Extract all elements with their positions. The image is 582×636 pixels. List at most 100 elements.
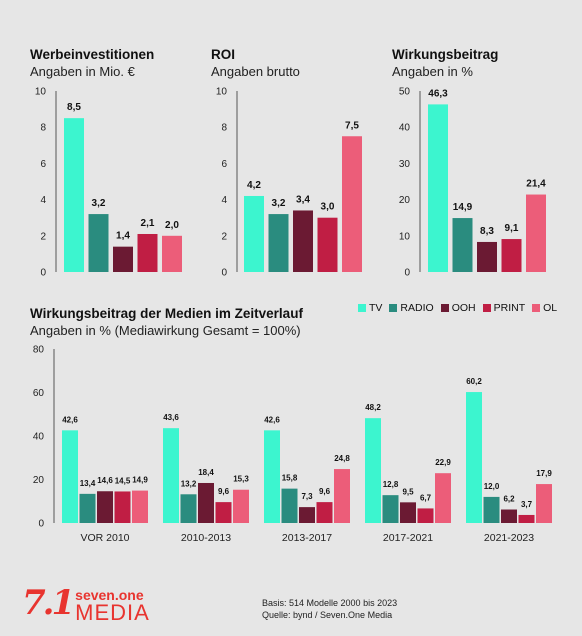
data-label-radio: 3,2 bbox=[92, 198, 106, 209]
data-label-ol-2021-2023: 17,9 bbox=[536, 469, 552, 478]
y-tick-label: 20 bbox=[399, 195, 411, 206]
y-tick-label: 4 bbox=[221, 195, 227, 206]
bar-radio-vor-2010 bbox=[79, 493, 96, 523]
y-tick-label: 10 bbox=[216, 87, 228, 98]
bar-ol bbox=[526, 194, 546, 272]
data-label-print-2017-2021: 6,7 bbox=[420, 493, 432, 502]
bar-radio-2021-2023 bbox=[483, 496, 500, 523]
data-label-radio-vor-2010: 13,4 bbox=[80, 479, 96, 488]
bar-print-vor-2010 bbox=[114, 491, 131, 523]
y-tick-label: 40 bbox=[33, 432, 45, 443]
legend-item-ooh: OOH bbox=[440, 302, 476, 314]
y-tick-label: 10 bbox=[35, 87, 47, 98]
y-tick-label: 0 bbox=[40, 268, 46, 279]
legend-item-tv: TV bbox=[358, 302, 382, 314]
data-label-radio-2021-2023: 12,0 bbox=[484, 482, 500, 491]
chart-zeitverlauf: 0 20 40 60 80 42,6 13,4 14,6 14,5 14,9 VOR 2010 43,… bbox=[33, 345, 552, 545]
bar-tv-2021-2023 bbox=[466, 392, 482, 523]
data-label-tv-2021-2023: 60,2 bbox=[466, 377, 482, 386]
bar-ol-2021-2023 bbox=[536, 484, 552, 523]
data-label-tv-2010-2013: 43,6 bbox=[163, 413, 179, 422]
data-label-ooh-2013-2017: 7,3 bbox=[301, 492, 313, 501]
chart-legend: TV RADIO OOH PRINT OL bbox=[358, 302, 557, 314]
data-label-print: 2,1 bbox=[141, 218, 155, 229]
data-label-tv: 4,2 bbox=[247, 180, 261, 191]
footnote-quelle: Quelle: bynd / Seven.One Media bbox=[262, 610, 393, 620]
y-tick-label: 0 bbox=[404, 268, 410, 279]
chart-title-wirkungsbeitrag: Wirkungsbeitrag bbox=[392, 47, 499, 62]
chart-subtitle-zeitverlauf: Angaben in % (Mediawirkung Gesamt = 100%… bbox=[30, 323, 301, 338]
y-tick-label: 0 bbox=[38, 519, 44, 530]
footnotes: Basis: 514 Modelle 2000 bis 2023 Quelle:… bbox=[262, 597, 397, 621]
x-tick-label-2021-2023: 2021-2023 bbox=[484, 532, 534, 544]
data-label-ol-2017-2021: 22,9 bbox=[435, 458, 451, 467]
legend-label-ol: OL bbox=[543, 302, 558, 314]
bar-ooh-vor-2010 bbox=[97, 491, 113, 523]
bar-ol-vor-2010 bbox=[132, 490, 148, 523]
bar-tv-2010-2013 bbox=[163, 428, 179, 523]
bar-tv bbox=[244, 195, 264, 272]
data-label-radio-2010-2013: 13,2 bbox=[181, 479, 197, 488]
data-label-ol-2010-2013: 15,3 bbox=[233, 475, 249, 484]
legend-label-radio: RADIO bbox=[400, 302, 434, 314]
y-tick-label: 4 bbox=[40, 195, 46, 206]
data-label-ol-2013-2017: 24,8 bbox=[334, 454, 350, 463]
bar-radio-2017-2021 bbox=[382, 495, 399, 523]
bar-ol-2017-2021 bbox=[435, 473, 451, 523]
data-label-ol: 21,4 bbox=[526, 179, 546, 190]
legend-item-print: PRINT bbox=[482, 302, 525, 314]
data-label-ol: 2,0 bbox=[165, 220, 179, 231]
data-label-radio: 3,2 bbox=[272, 198, 286, 209]
bar-print-2013-2017 bbox=[316, 502, 333, 523]
bar-ooh bbox=[477, 241, 497, 272]
data-label-radio: 14,9 bbox=[453, 202, 473, 213]
bar-print-2010-2013 bbox=[215, 502, 232, 523]
data-label-tv: 8,5 bbox=[67, 102, 81, 113]
bar-ooh bbox=[293, 210, 313, 272]
y-tick-label: 50 bbox=[399, 87, 411, 98]
y-tick-label: 6 bbox=[221, 159, 227, 170]
chart-subtitle-wirkungsbeitrag: Angaben in % bbox=[392, 64, 473, 79]
bar-radio bbox=[88, 214, 109, 272]
data-label-ooh: 3,4 bbox=[296, 194, 310, 205]
data-label-ol-vor-2010: 14,9 bbox=[132, 476, 148, 485]
bar-tv bbox=[64, 118, 84, 273]
bar-tv-2013-2017 bbox=[264, 430, 280, 523]
legend-swatch-tv bbox=[358, 304, 366, 312]
chart-subtitle-werbeinvestitionen: Angaben in Mio. € bbox=[30, 64, 135, 79]
data-label-tv-2017-2021: 48,2 bbox=[365, 403, 381, 412]
bar-ooh-2010-2013 bbox=[198, 482, 214, 523]
bar-ol bbox=[342, 136, 362, 272]
data-label-tv-vor-2010: 42,6 bbox=[62, 415, 78, 424]
data-label-radio-2017-2021: 12,8 bbox=[383, 480, 399, 489]
chart-wirkungsbeitrag: 0 10 20 30 40 50 46,3 14,9 8,3 9,1 21,4 bbox=[399, 87, 546, 279]
y-tick-label: 30 bbox=[399, 159, 411, 170]
y-tick-label: 80 bbox=[33, 345, 45, 356]
data-label-ooh-vor-2010: 14,6 bbox=[97, 476, 113, 485]
bar-print-2017-2021 bbox=[417, 508, 434, 523]
legend-swatch-print bbox=[482, 304, 491, 312]
y-tick-label: 6 bbox=[40, 159, 46, 170]
bar-radio bbox=[452, 218, 473, 272]
data-label-ol: 7,5 bbox=[345, 120, 359, 131]
data-label-print: 3,0 bbox=[321, 202, 335, 213]
bar-ol-2013-2017 bbox=[334, 469, 350, 523]
bar-ol-2010-2013 bbox=[233, 489, 249, 523]
logo-text-bottom: MEDIA bbox=[75, 600, 150, 625]
bar-print bbox=[317, 217, 338, 272]
bar-ooh bbox=[113, 246, 133, 272]
bar-print bbox=[501, 239, 522, 272]
y-tick-label: 2 bbox=[221, 231, 227, 242]
legend-item-ol: OL bbox=[532, 302, 557, 314]
x-tick-label-2010-2013: 2010-2013 bbox=[181, 532, 231, 544]
bar-radio bbox=[268, 214, 289, 272]
bar-ooh-2013-2017 bbox=[299, 507, 315, 523]
chart-roi: 0 2 4 6 8 10 4,2 3,2 3,4 3,0 7,5 bbox=[216, 87, 362, 279]
y-tick-label: 8 bbox=[221, 123, 227, 134]
y-tick-label: 8 bbox=[40, 123, 46, 134]
data-label-print: 9,1 bbox=[505, 223, 519, 234]
chart-title-roi: ROI bbox=[211, 47, 236, 62]
bar-ooh-2017-2021 bbox=[400, 502, 416, 523]
y-tick-label: 20 bbox=[33, 475, 45, 486]
data-label-ooh-2010-2013: 18,4 bbox=[198, 468, 214, 477]
